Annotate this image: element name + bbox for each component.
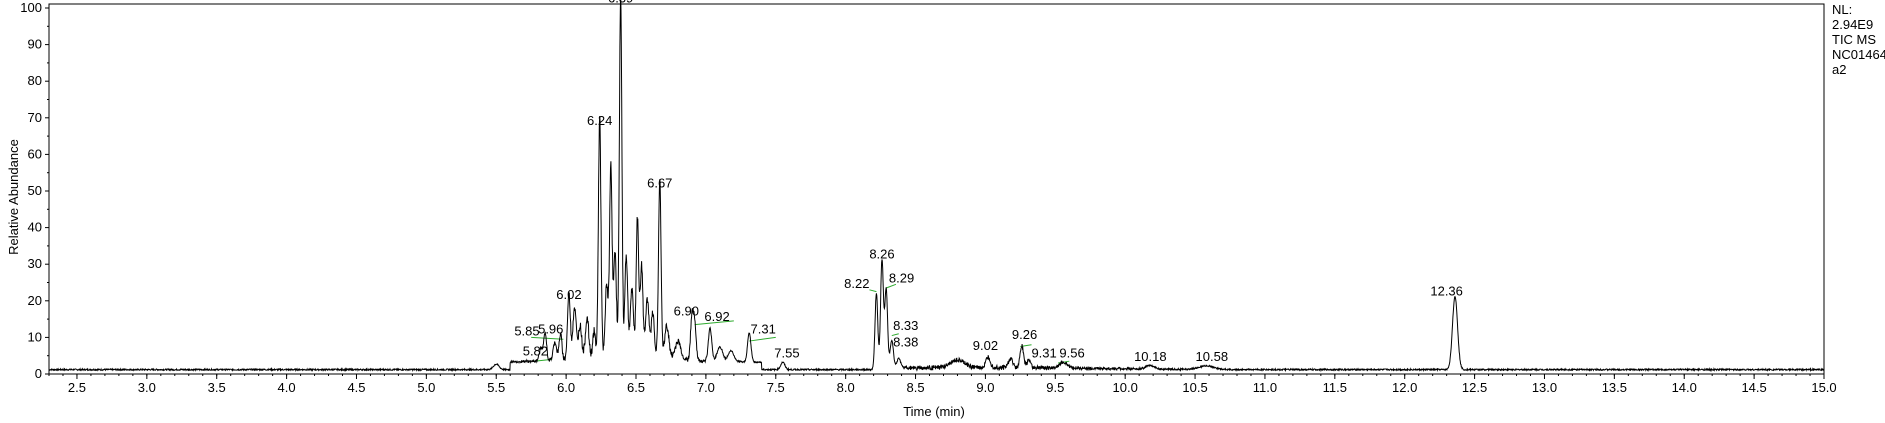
- peak-label: 7.55: [774, 346, 799, 361]
- peak-label: 6.24: [587, 113, 612, 128]
- integration-marker: [749, 336, 776, 342]
- peak-label: 8.22: [844, 276, 869, 291]
- x-tick-label: 9.0: [976, 380, 994, 395]
- x-tick-label: 8.5: [906, 380, 924, 395]
- x-axis-title: Time (min): [903, 404, 965, 419]
- peak-label: 5.85: [514, 324, 539, 339]
- x-tick-label: 14.5: [1741, 380, 1766, 395]
- x-tick-label: 14.0: [1672, 380, 1697, 395]
- peak-label: 6.92: [704, 309, 729, 324]
- y-axis-title: Relative Abundance: [6, 139, 21, 255]
- peak-label: 5.96: [538, 322, 563, 337]
- y-tick-label: 20: [28, 293, 42, 308]
- x-tick-label: 3.0: [138, 380, 156, 395]
- x-tick-label: 3.5: [208, 380, 226, 395]
- y-tick-label: 50: [28, 183, 42, 198]
- x-tick-label: 10.5: [1182, 380, 1207, 395]
- y-tick-label: 30: [28, 256, 42, 271]
- y-tick-label: 40: [28, 220, 42, 235]
- peak-label: 6.02: [556, 287, 581, 302]
- integration-marker: [891, 333, 899, 337]
- x-tick-label: 15.0: [1811, 380, 1836, 395]
- x-axis: 2.5 3.0 3.5 4.0 4.5 5.0 5.5 6.0 6.5 7.0 7.5 8.0 8.5 9…: [48, 374, 1837, 395]
- sample-name: NC01464: [1832, 47, 1885, 62]
- peak-label: 9.31: [1031, 346, 1056, 361]
- y-tick-label: 0: [35, 366, 42, 381]
- plot-frame: [48, 3, 1825, 375]
- peak-label: 6.39: [608, 0, 633, 6]
- integration-marker: [531, 336, 564, 340]
- peak-label: 8.38: [893, 335, 918, 350]
- x-tick-label: 7.0: [697, 380, 715, 395]
- tic-trace: [48, 0, 1825, 373]
- x-tick-label: 4.0: [278, 380, 296, 395]
- peak-label: 10.18: [1134, 349, 1167, 364]
- x-tick-label: 7.5: [767, 380, 785, 395]
- x-tick-label: 4.5: [347, 380, 365, 395]
- x-tick-label: 6.5: [627, 380, 645, 395]
- peak-label: 8.29: [889, 271, 914, 286]
- integration-marker: [869, 289, 877, 293]
- trace-type: TIC MS: [1832, 32, 1877, 47]
- y-axis: 0 10 20 30 40 50 60 70 80 90 100: [20, 0, 49, 381]
- x-tick-label: 2.5: [68, 380, 86, 395]
- peak-labels: 6.39 6.24 6.67 6.02 5.855.96 5.82 6.90 6.92 7.31…: [514, 0, 1463, 364]
- peak-label: 6.67: [647, 175, 672, 190]
- x-tick-label: 9.5: [1046, 380, 1064, 395]
- peak-label: 9.56: [1059, 346, 1084, 361]
- x-tick-label: 13.0: [1532, 380, 1557, 395]
- trace-info: NL: 2.94E9 TIC MS NC01464 a2: [1832, 2, 1885, 77]
- y-tick-label: 70: [28, 110, 42, 125]
- x-tick-label: 12.0: [1392, 380, 1417, 395]
- peak-label: 10.58: [1196, 349, 1229, 364]
- peak-label: 8.26: [869, 247, 894, 262]
- integration-marker: [886, 283, 897, 289]
- x-tick-label: 6.0: [557, 380, 575, 395]
- x-tick-label: 5.0: [417, 380, 435, 395]
- integration-marker: [694, 320, 734, 326]
- peak-label: 8.33: [893, 318, 918, 333]
- y-tick-label: 90: [28, 37, 42, 52]
- peak-label: 12.36: [1430, 283, 1463, 298]
- y-tick-label: 60: [28, 146, 42, 161]
- peak-label: 7.31: [751, 322, 776, 337]
- file-suffix: a2: [1832, 62, 1847, 77]
- x-tick-label: 10.0: [1113, 380, 1138, 395]
- x-tick-label: 11.0: [1253, 380, 1277, 395]
- y-tick-label: 10: [28, 329, 42, 344]
- x-tick-label: 11.5: [1323, 380, 1347, 395]
- peak-label: 9.02: [973, 338, 998, 353]
- nl-label: NL:: [1832, 2, 1853, 17]
- x-tick-label: 12.5: [1462, 380, 1487, 395]
- x-tick-label: 8.0: [837, 380, 855, 395]
- plot-border: [48, 3, 1825, 375]
- x-tick-label: 13.5: [1602, 380, 1627, 395]
- y-tick-label: 80: [28, 73, 42, 88]
- y-tick-label: 100: [20, 0, 42, 15]
- nl-value: 2.94E9: [1832, 17, 1874, 32]
- peak-label: 5.82: [523, 344, 548, 359]
- x-tick-label: 5.5: [487, 380, 505, 395]
- peak-label: 6.90: [674, 303, 699, 318]
- peak-label: 9.26: [1012, 327, 1037, 342]
